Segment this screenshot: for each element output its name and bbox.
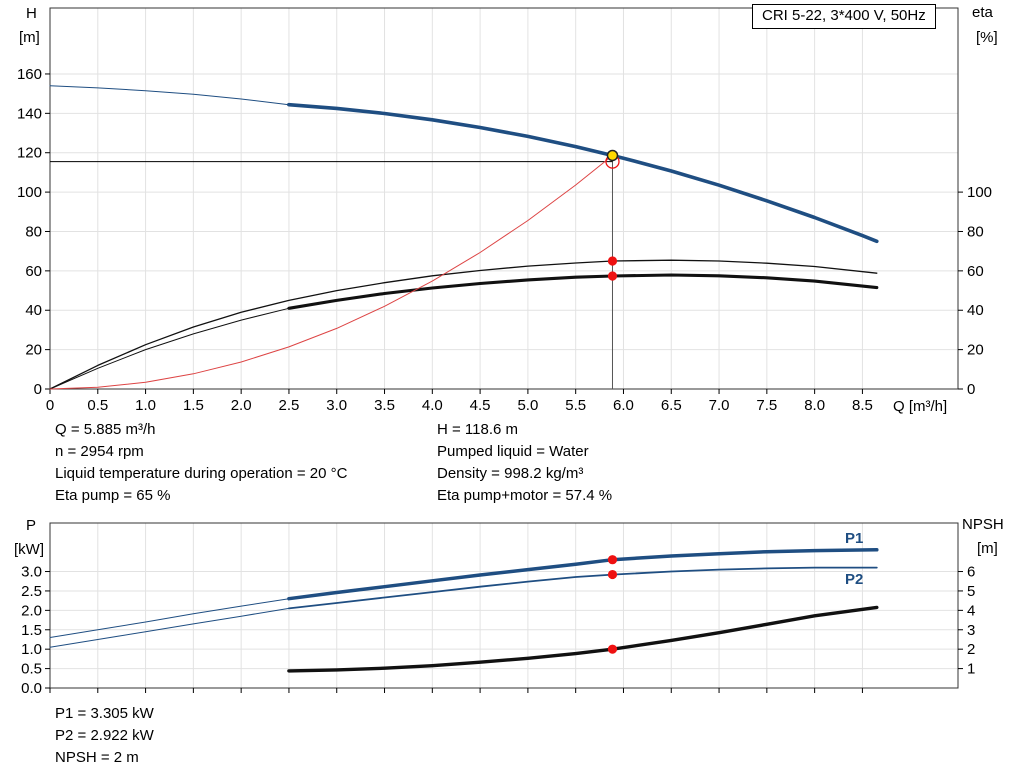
eta-axis-unit: [%]: [976, 29, 998, 46]
qh-eta-chart-xtick: 4.0: [422, 397, 443, 414]
power-npsh-chart-ytick-right: 3: [967, 622, 975, 639]
h-curve: [287, 102, 879, 244]
npsh-curve: [287, 605, 879, 673]
p1-curve-label: P1: [845, 530, 864, 547]
p2-lead: [49, 607, 290, 648]
npsh-marker: [607, 644, 618, 654]
qh-eta-chart-xtick: 4.5: [470, 397, 491, 414]
power-npsh-chart-tick-labels: 0.0 0.5 1.0 1.5 2.0 2.5 3.0 1 2 3 4 5 6: [21, 564, 975, 697]
qh-eta-chart-ytick-left: 120: [17, 145, 42, 162]
qh-eta-chart-ytick-left: 20: [25, 342, 42, 359]
npsh-axis-title: NPSH: [962, 516, 1004, 533]
annotation-n: n = 2954 rpm: [55, 443, 144, 460]
power-npsh-chart-axis-ticks: [45, 571, 963, 693]
power-npsh-chart-ytick-left: 0.0: [21, 680, 42, 697]
qh-eta-chart-ytick-left: 100: [17, 184, 42, 201]
qh-eta-chart-xtick: 7.5: [756, 397, 777, 414]
power-npsh-chart-ytick-left: 3.0: [21, 564, 42, 581]
eta-pump-motor-thin: [49, 307, 290, 390]
qh-eta-chart-xtick: 1.5: [183, 397, 204, 414]
qh-eta-chart-xtick: 0.5: [87, 397, 108, 414]
qh-eta-chart-tick-labels: 0 20 40 60 80 100 120 140 160 0 20 40 60 80 100 0 0.5 1.0…: [17, 66, 992, 414]
qh-eta-chart-xtick: 0: [46, 397, 54, 414]
qh-eta-chart-ytick-left: 140: [17, 105, 42, 122]
annotation-h: H = 118.6 m: [437, 421, 519, 438]
qh-eta-chart-ytick-right: 0: [967, 381, 975, 398]
qh-eta-chart-ytick-left: 80: [25, 223, 42, 240]
annotation-liquid: Pumped liquid = Water: [437, 443, 589, 460]
power-npsh-chart-frame: [49, 522, 959, 689]
system-curve: [49, 155, 613, 390]
h-curve-thin: [49, 85, 290, 106]
power-npsh-chart: 0.0 0.5 1.0 1.5 2.0 2.5 3.0 1 2 3 4 5 6: [21, 522, 975, 697]
eta-axis-title: eta: [972, 4, 993, 21]
p2-marker: [607, 569, 618, 580]
qh-eta-chart-ytick-right: 100: [967, 184, 992, 201]
h-axis-title: H: [26, 5, 37, 22]
power-npsh-chart-ytick-right: 2: [967, 641, 975, 658]
power-npsh-chart-ytick-left: 2.5: [21, 583, 42, 600]
power-npsh-chart-ytick-right: 1: [967, 661, 975, 678]
annotation-temp: Liquid temperature during operation = 20…: [55, 465, 348, 482]
qh-eta-chart: 0 20 40 60 80 100 120 140 160 0 20 40 60 80 100 0 0.5 1.0…: [17, 7, 992, 414]
power-npsh-chart-ytick-left: 2.0: [21, 602, 42, 619]
qh-eta-chart-ytick-left: 0: [34, 381, 42, 398]
h-axis-unit: [m]: [19, 29, 40, 46]
power-npsh-chart-ytick-right: 6: [967, 564, 975, 581]
qh-eta-chart-xtick: 8.0: [804, 397, 825, 414]
p-axis-unit: [kW]: [14, 541, 44, 558]
eta-pump-motor-marker: [607, 271, 618, 281]
eta-pump-curve: [49, 259, 878, 390]
qh-eta-chart-axis-ticks: [45, 73, 963, 394]
power-npsh-chart-ytick-right: 4: [967, 602, 975, 619]
annotation-p1: P1 = 3.305 kW: [55, 705, 154, 722]
qh-eta-chart-ytick-right: 20: [967, 342, 984, 359]
qh-eta-chart-xtick: 2.0: [231, 397, 252, 414]
qh-eta-chart-ytick-left: 60: [25, 263, 42, 280]
annotation-npsh: NPSH = 2 m: [55, 749, 139, 766]
annotation-eta-pump-motor: Eta pump+motor = 57.4 %: [437, 487, 613, 504]
annotation-q: Q = 5.885 m³/h: [55, 421, 156, 438]
qh-eta-chart-xtick: 2.5: [279, 397, 300, 414]
annotation-p2: P2 = 2.922 kW: [55, 727, 154, 744]
annotation-density: Density = 998.2 kg/m³: [437, 465, 584, 482]
power-npsh-chart-ytick-left: 0.5: [21, 661, 42, 678]
p1-marker: [607, 555, 618, 565]
pump-type-box: CRI 5-22, 3*400 V, 50Hz: [752, 4, 936, 29]
qh-eta-chart-ytick-left: 160: [17, 66, 42, 83]
qh-eta-chart-xtick: 7.0: [709, 397, 730, 414]
qh-eta-chart-ytick-right: 80: [967, 223, 984, 240]
qh-eta-chart-grid: [50, 8, 958, 389]
p1-lead: [49, 598, 290, 638]
qh-eta-chart-xtick: 3.0: [326, 397, 347, 414]
qh-eta-chart-xtick: 5.0: [517, 397, 538, 414]
q-axis-title: Q [m³/h]: [893, 398, 948, 415]
qh-eta-chart-ytick-right: 60: [967, 263, 984, 280]
qh-eta-chart-frame: [49, 7, 959, 390]
power-npsh-chart-ytick-right: 5: [967, 583, 975, 600]
p2-curve-label: P2: [845, 571, 864, 588]
qh-eta-chart-ytick-right: 40: [967, 302, 984, 319]
p1-curve: [287, 548, 879, 601]
power-npsh-chart-ytick-left: 1.5: [21, 622, 42, 639]
qh-eta-chart-xtick: 6.5: [661, 397, 682, 414]
duty-point-marker: [606, 149, 619, 162]
qh-eta-chart-xtick: 5.5: [565, 397, 586, 414]
eta-pump-motor-curve: [287, 273, 879, 310]
qh-eta-chart-xtick: 1.0: [135, 397, 156, 414]
qh-eta-chart-xtick: 6.0: [613, 397, 634, 414]
npsh-axis-unit: [m]: [977, 540, 998, 557]
power-npsh-chart-grid: [50, 523, 958, 688]
annotation-eta-pump: Eta pump = 65 %: [55, 487, 171, 504]
qh-eta-chart-xtick: 8.5: [852, 397, 873, 414]
qh-eta-chart-xtick: 3.5: [374, 397, 395, 414]
eta-pump-marker: [607, 256, 618, 266]
p2-curve: [288, 566, 878, 610]
power-npsh-chart-ytick-left: 1.0: [21, 641, 42, 658]
p-axis-title: P: [26, 517, 37, 534]
qh-eta-chart-ytick-left: 40: [25, 302, 42, 319]
